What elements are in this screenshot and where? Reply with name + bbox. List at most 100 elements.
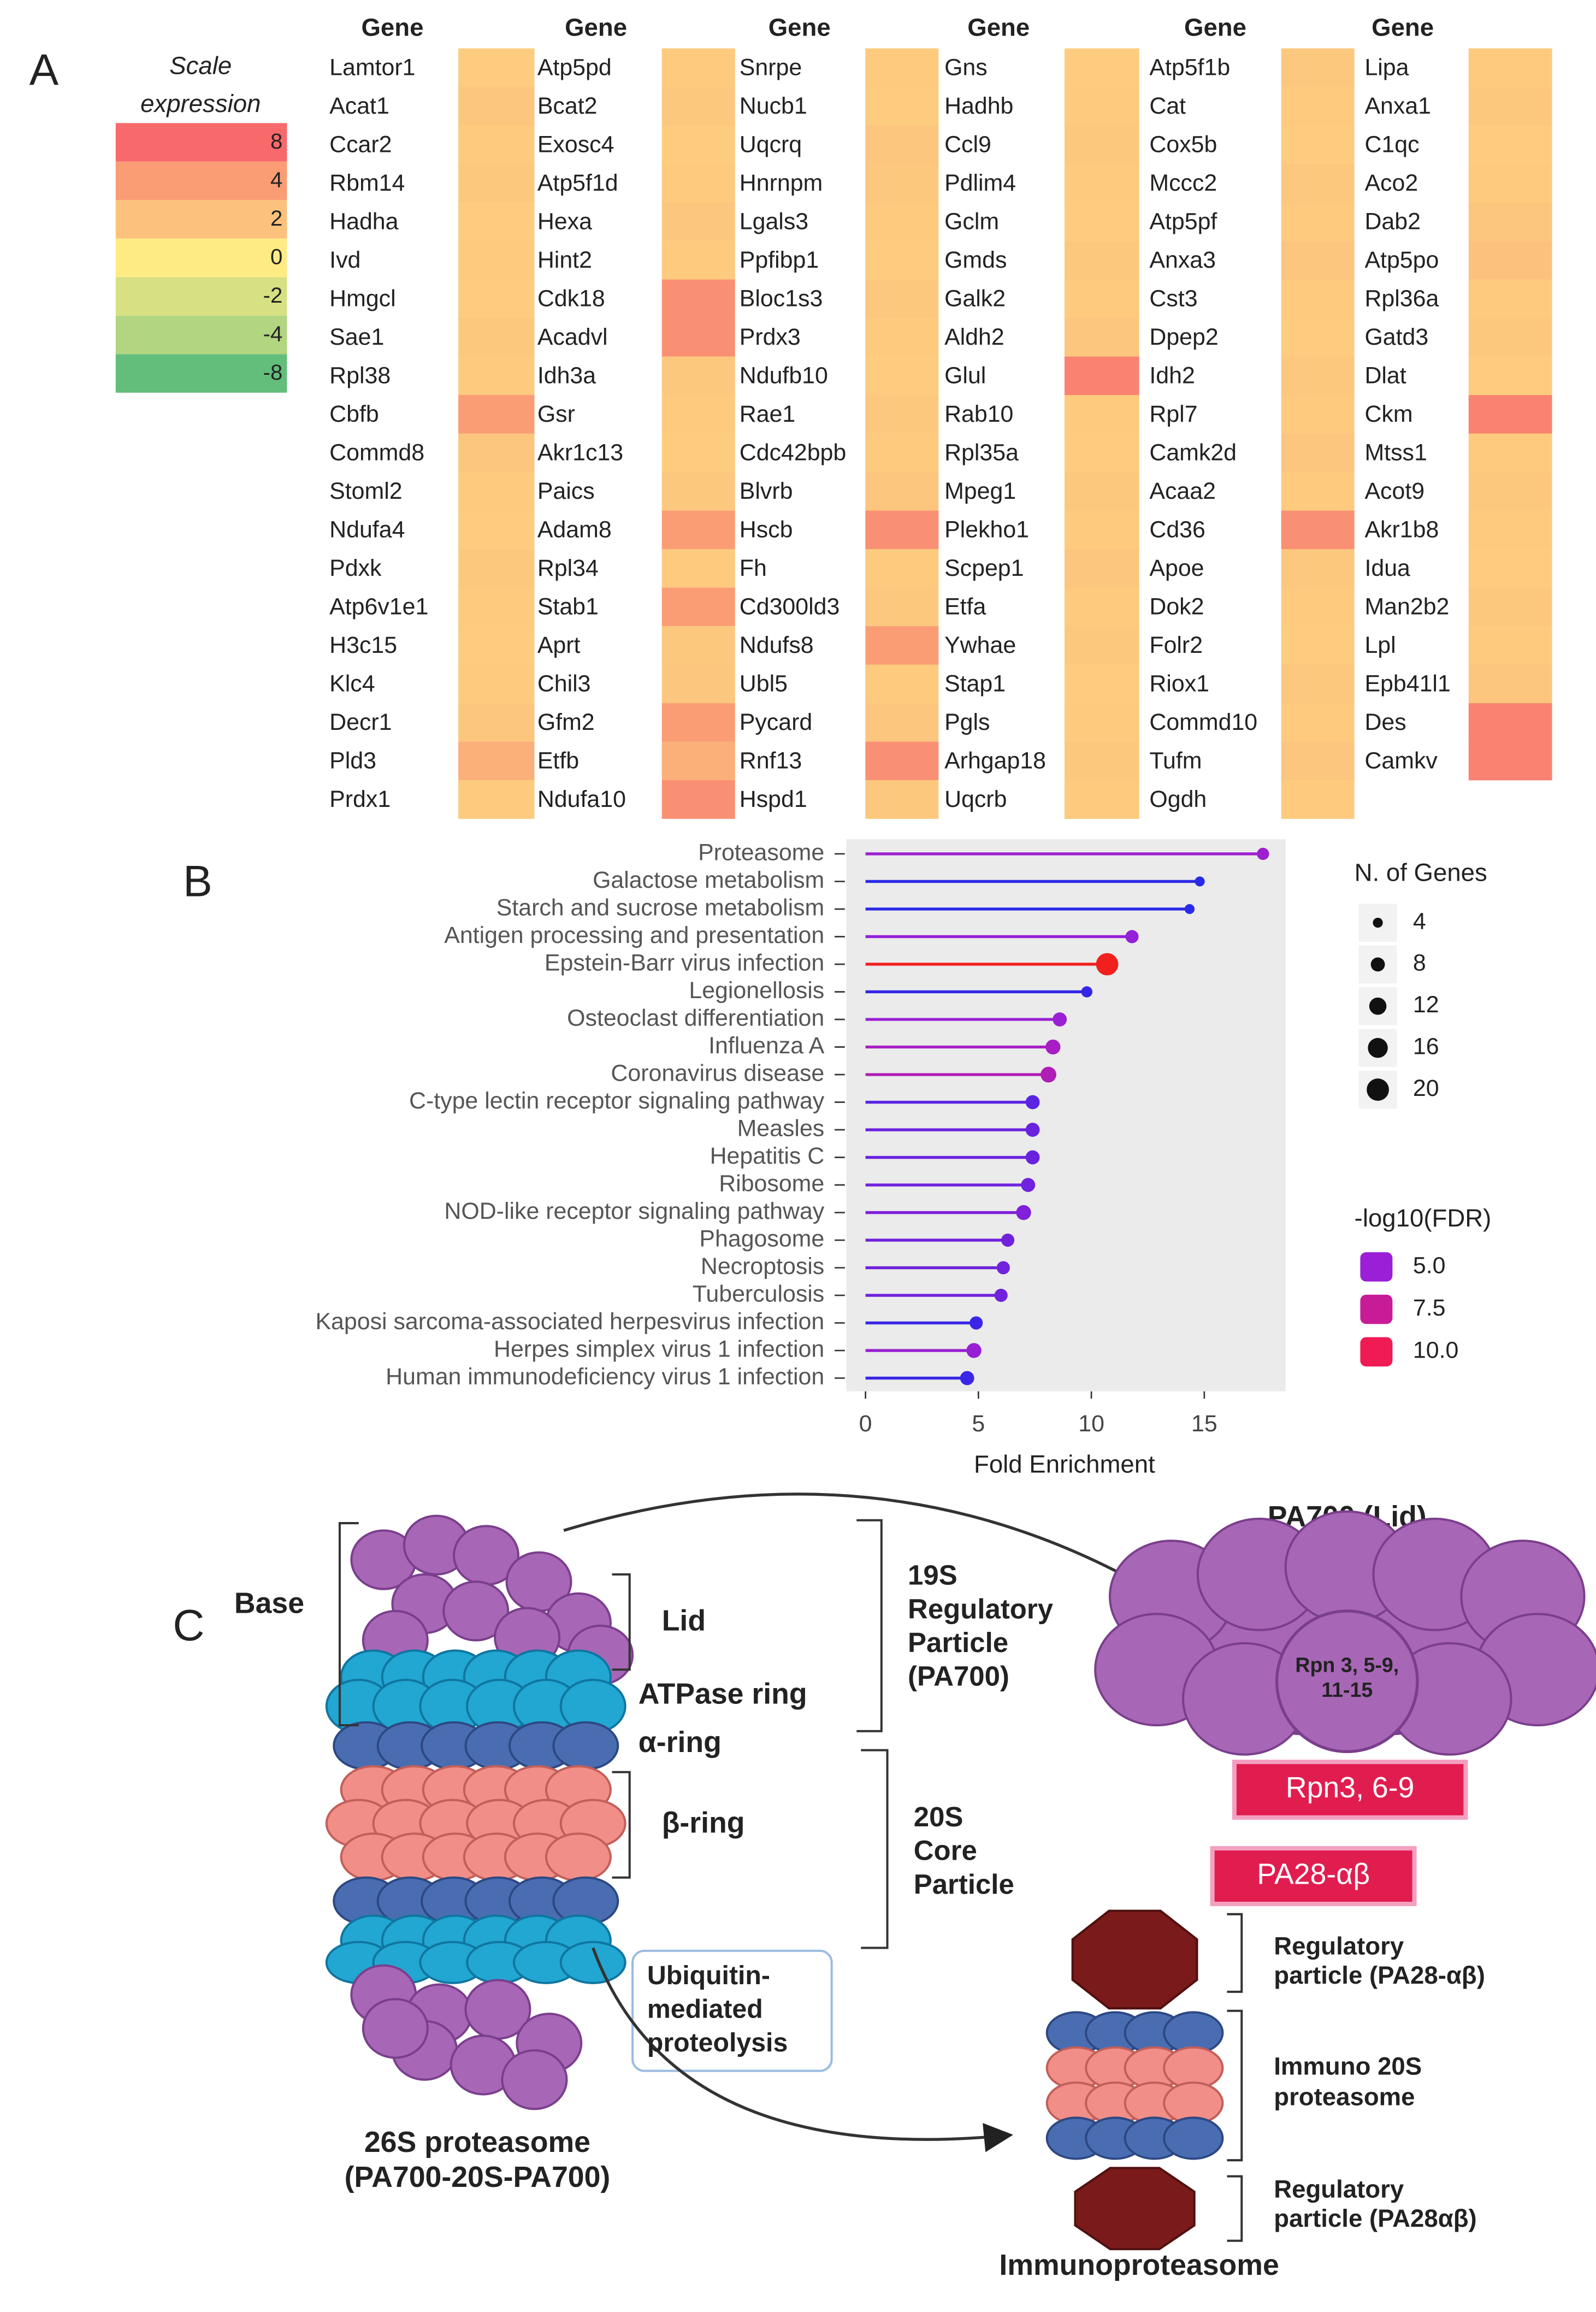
heat-cell	[1468, 549, 1552, 588]
category-label: Hepatitis C	[710, 1143, 825, 1169]
heat-cell	[1468, 241, 1552, 280]
line-art	[1227, 2175, 1243, 2242]
heat-cell	[1281, 703, 1355, 742]
heat-cell	[458, 164, 535, 203]
heat-cell	[661, 318, 735, 357]
heat-cell	[458, 241, 535, 280]
dot	[1025, 1123, 1040, 1137]
gene-label: Cd36	[1149, 516, 1205, 542]
gene-label: Ywhae	[944, 632, 1016, 658]
heat-cell	[1468, 125, 1552, 164]
gene-label: Stab1	[537, 593, 599, 620]
gene-label: Camkv	[1364, 747, 1438, 774]
gene-label: Glul	[944, 362, 986, 388]
heat-cell	[661, 125, 735, 164]
gene-label: Acot9	[1364, 478, 1424, 504]
heat-cell	[865, 703, 939, 742]
gene-label: Prdx3	[740, 324, 801, 350]
category-label: Necroptosis	[701, 1253, 824, 1279]
gene-label: Rpl38	[329, 362, 391, 388]
heat-cell	[1064, 703, 1139, 742]
gene-label: Ppfibp1	[740, 247, 819, 273]
heat-cell	[661, 241, 735, 280]
heat-cell	[1064, 202, 1139, 241]
gene-label: H3c15	[329, 632, 397, 658]
gene-label: Gmds	[944, 247, 1007, 273]
gene-label: Gclm	[944, 208, 999, 234]
gene-label: Rpl7	[1149, 401, 1197, 427]
heat-cell	[1468, 741, 1552, 781]
heat-cell	[458, 741, 535, 781]
gene-label: Hspd1	[740, 786, 807, 812]
heat-cell	[458, 279, 535, 319]
heat-cell	[1281, 48, 1355, 87]
gene-label: Gatd3	[1364, 324, 1428, 350]
gene-label: Stoml2	[329, 478, 402, 504]
label: proteolysis	[647, 2028, 788, 2057]
heat-cell	[661, 279, 735, 319]
dot	[966, 1343, 982, 1358]
heat-cell	[1281, 87, 1355, 126]
gene-label: Etfa	[944, 593, 986, 620]
heat-cell	[865, 356, 939, 396]
pa28-cap	[1071, 1909, 1198, 2010]
line-art	[563, 1493, 1155, 1592]
lid-core	[1275, 1609, 1419, 1753]
gene-label: Dlat	[1364, 362, 1406, 388]
legend-label: 10.0	[1413, 1337, 1458, 1364]
heat-cell	[1064, 741, 1139, 781]
label: Base	[234, 1586, 304, 1619]
tag-label: PA28-αβ	[1257, 1857, 1370, 1890]
gene-label: Commd8	[329, 439, 424, 465]
legend-dot	[1367, 1078, 1389, 1101]
column-header: Gene	[1184, 14, 1246, 42]
heat-cell	[1468, 433, 1552, 473]
heat-cell	[1468, 472, 1552, 511]
gene-label: Idua	[1364, 555, 1410, 581]
label: particle (PA28-αβ)	[1274, 1961, 1485, 1989]
heat-cell	[1281, 664, 1355, 704]
gene-label: Atp6v1e1	[329, 593, 428, 620]
gene-label: Akr1c13	[537, 439, 623, 465]
dot	[960, 1371, 974, 1385]
gene-label: Decr1	[329, 709, 392, 735]
callout-box	[631, 1949, 833, 2072]
category-label: Starch and sucrose metabolism	[496, 894, 825, 921]
legend-label: 8	[270, 129, 282, 154]
gene-label: Idh2	[1149, 362, 1195, 388]
gene-label: Lgals3	[740, 208, 808, 234]
heat-cell	[661, 472, 735, 511]
legend-dot	[1373, 917, 1383, 928]
heat-cell	[1064, 664, 1139, 704]
heat-cell	[1064, 587, 1139, 627]
heat-cell	[1064, 241, 1139, 280]
gene-label: Adam8	[537, 516, 612, 542]
category-label: Phagosome	[699, 1225, 824, 1252]
gene-label: Ccar2	[329, 131, 392, 157]
legend-label: 2	[270, 206, 282, 231]
category-label: Ribosome	[719, 1170, 824, 1196]
legend-swatch	[1360, 1294, 1393, 1324]
heat-cell	[1468, 279, 1552, 319]
gene-label: Lpl	[1364, 632, 1396, 658]
gene-label: Dpep2	[1149, 324, 1218, 350]
tag-box	[1232, 1759, 1468, 1820]
gene-label: Etfb	[537, 747, 579, 774]
gene-label: Hadhb	[944, 93, 1013, 119]
heat-cell	[661, 433, 735, 473]
x-tick-label: 0	[859, 1411, 872, 1437]
label: 26S proteasome	[364, 2126, 590, 2158]
category-label: Osteoclast differentiation	[567, 1005, 824, 1031]
gene-label: Riox1	[1149, 670, 1209, 697]
column-header: Gene	[769, 14, 831, 42]
label: particle (PA28αβ)	[1274, 2204, 1477, 2232]
legend-label: 0	[270, 245, 282, 269]
heat-cell	[1281, 164, 1355, 203]
gene-label: Pdxk	[329, 555, 382, 581]
gene-label: Idh3a	[537, 362, 596, 388]
heat-cell	[661, 587, 735, 627]
gene-label: Lamtor1	[329, 54, 415, 80]
heat-cell	[1281, 472, 1355, 511]
legend-swatch	[1360, 1337, 1393, 1367]
